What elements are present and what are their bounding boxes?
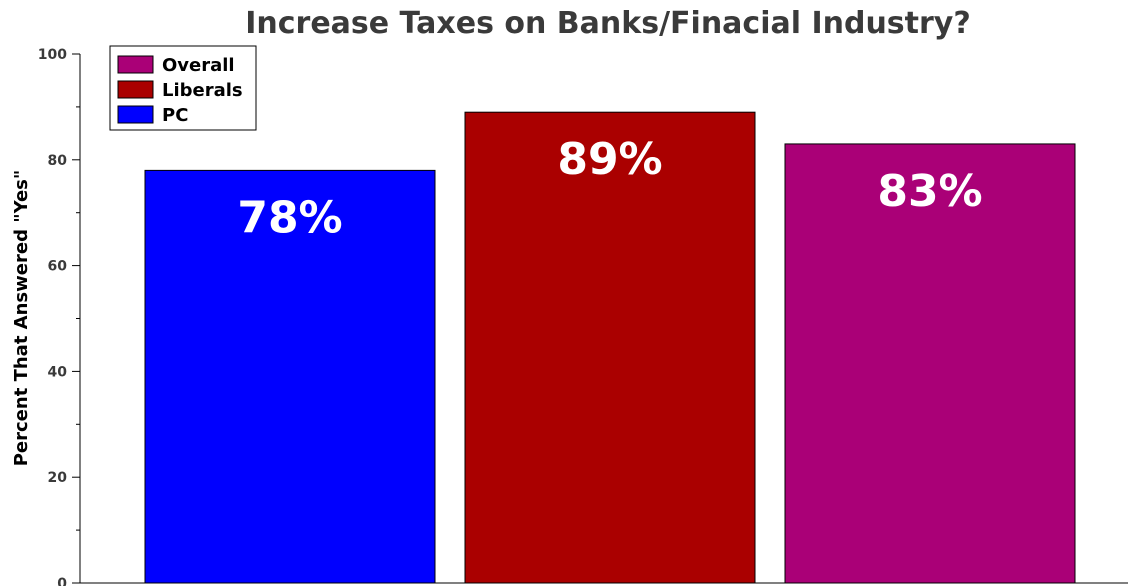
bar-liberals [464,111,756,584]
bar-pc [144,169,436,584]
y-tick-label: 20 [48,470,68,486]
legend-swatch [117,55,154,74]
bars-group: 78% 89% 83% [144,111,1076,584]
chart-title: Increase Taxes on Banks/Finacial Industr… [245,6,971,41]
y-axis-label: Percent That Answered "Yes" [11,170,32,467]
legend-label: Liberals [162,80,243,101]
bar-value-label: 89% [557,134,662,185]
y-tick-label: 80 [48,153,68,169]
legend-swatch [117,105,154,124]
y-axis-ticks: 0 20 40 60 80 100 [38,47,80,586]
bar-value-label: 78% [237,192,342,243]
legend-label: PC [162,105,188,126]
y-tick-label: 0 [57,576,67,586]
y-tick-label: 60 [48,259,68,275]
bar-overall [784,143,1076,584]
legend: Overall Liberals PC [109,45,257,131]
legend-label: Overall [162,55,235,76]
legend-swatch [117,80,154,99]
y-tick-label: 100 [38,47,67,63]
bar-value-label: 83% [877,166,982,217]
y-tick-label: 40 [48,364,68,380]
